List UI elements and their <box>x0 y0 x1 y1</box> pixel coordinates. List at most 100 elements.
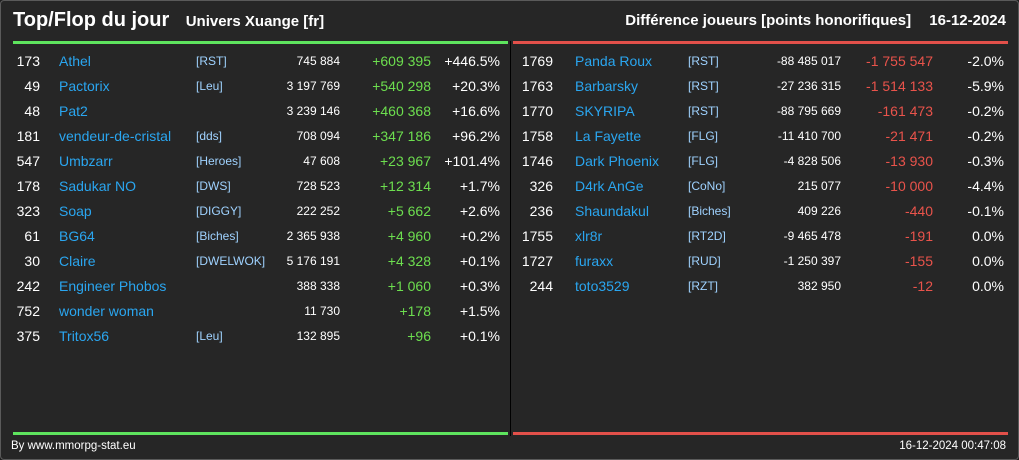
player-name-link[interactable]: vendeur-de-cristal <box>59 128 172 144</box>
player-rank: 1755 <box>521 228 553 244</box>
alliance-tag[interactable]: [RT2D] <box>688 229 726 243</box>
player-points: 222 252 <box>296 204 340 218</box>
player-rank: 181 <box>16 128 40 144</box>
player-name-link[interactable]: Tritox56 <box>59 328 110 344</box>
table-row: 30 Claire [DWELWOK] 5 176 191 +4 328 +0.1% <box>13 249 508 274</box>
player-points: 388 338 <box>296 279 340 293</box>
player-name-link[interactable]: SKYRIPA <box>575 103 635 119</box>
player-points: 3 197 769 <box>286 79 340 93</box>
alliance-tag[interactable]: [Heroes] <box>196 154 242 168</box>
flop-section-bottom-line <box>513 432 1008 435</box>
points-difference: +96 <box>407 328 431 344</box>
player-name-link[interactable]: BG64 <box>59 228 95 244</box>
alliance-tag[interactable]: [FLG] <box>688 154 719 168</box>
player-points: 728 523 <box>296 179 340 193</box>
player-name-link[interactable]: Athel <box>59 53 91 69</box>
points-difference: +23 967 <box>380 153 431 169</box>
player-name-link[interactable]: wonder woman <box>59 303 154 319</box>
player-name-link[interactable]: toto3529 <box>575 278 630 294</box>
player-rank: 30 <box>24 253 40 269</box>
player-name-link[interactable]: Shaundakul <box>575 203 649 219</box>
player-name-link[interactable]: Dark Phoenix <box>575 153 660 169</box>
alliance-tag[interactable]: [DIGGY] <box>196 204 242 218</box>
points-difference: +540 298 <box>372 78 431 94</box>
player-name-link[interactable]: Umbzarr <box>59 153 113 169</box>
table-row: 181 vendeur-de-cristal [dds] 708 094 +347 18… <box>13 124 508 149</box>
player-rank: 1770 <box>521 103 553 119</box>
alliance-tag[interactable]: [DWS] <box>196 179 231 193</box>
alliance-tag[interactable]: [RST] <box>688 79 719 93</box>
player-name-link[interactable]: furaxx <box>575 253 614 269</box>
points-difference: +609 395 <box>372 53 431 69</box>
alliance-tag[interactable]: [RZT] <box>688 279 718 293</box>
points-difference: +12 314 <box>380 178 431 194</box>
points-difference: +4 960 <box>387 228 431 244</box>
player-points: 132 895 <box>296 329 340 343</box>
player-rank: 323 <box>16 203 40 219</box>
alliance-tag[interactable]: [RST] <box>688 54 719 68</box>
table-row: 1769 Panda Roux [RST] -88 485 017 -1 755 547… <box>513 49 1008 74</box>
player-name-link[interactable]: Engineer Phobos <box>59 278 167 294</box>
percent-change: -0.3% <box>967 153 1004 169</box>
alliance-tag[interactable]: [RUD] <box>688 254 721 268</box>
percent-change: +0.3% <box>459 278 500 294</box>
player-rank: 242 <box>16 278 40 294</box>
flop-section-line <box>513 41 1008 44</box>
alliance-tag[interactable]: [RST] <box>688 104 719 118</box>
alliance-tag[interactable]: [Leu] <box>196 79 223 93</box>
percent-change: 0.0% <box>972 228 1004 244</box>
alliance-tag[interactable]: [Biches] <box>688 204 731 218</box>
column-divider <box>510 41 511 436</box>
header-right: Différence joueurs [points honorifiques]… <box>625 12 1006 29</box>
table-row: 326 D4rk AnGe [CoNo] 215 077 -10 000 -4.4% <box>513 174 1008 199</box>
alliance-tag[interactable]: [Leu] <box>196 329 223 343</box>
points-difference: -21 471 <box>885 128 933 144</box>
player-name-link[interactable]: xlr8r <box>575 228 603 244</box>
table-row: 1746 Dark Phoenix [FLG] -4 828 506 -13 930 -0… <box>513 149 1008 174</box>
table-row: 1755 xlr8r [RT2D] -9 465 478 -191 0.0% <box>513 224 1008 249</box>
alliance-tag[interactable]: [RST] <box>196 54 227 68</box>
player-name-link[interactable]: Claire <box>59 253 96 269</box>
player-name-link[interactable]: Barbarsky <box>575 78 639 94</box>
table-row: 1758 La Fayette [FLG] -11 410 700 -21 471 -0.… <box>513 124 1008 149</box>
player-points: 2 365 938 <box>286 229 340 243</box>
player-name-link[interactable]: Pactorix <box>59 78 110 94</box>
player-name-link[interactable]: D4rk AnGe <box>575 178 644 194</box>
table-row: 61 BG64 [Biches] 2 365 938 +4 960 +0.2% <box>13 224 508 249</box>
percent-change: -0.2% <box>967 103 1004 119</box>
player-name-link[interactable]: La Fayette <box>575 128 642 144</box>
points-difference: -191 <box>904 228 933 244</box>
player-points: -4 828 506 <box>783 154 841 168</box>
alliance-tag[interactable]: [Biches] <box>196 229 239 243</box>
universe-label: Univers Xuange [fr] <box>185 13 325 30</box>
player-name-link[interactable]: Pat2 <box>59 103 88 119</box>
alliance-tag[interactable]: [dds] <box>196 129 223 143</box>
points-difference: +4 328 <box>387 253 431 269</box>
alliance-tag[interactable]: [FLG] <box>688 129 719 143</box>
alliance-tag[interactable]: [DWELWOK] <box>196 254 266 268</box>
player-points: 745 884 <box>296 54 340 68</box>
player-name-link[interactable]: Sadukar NO <box>59 178 137 194</box>
player-rank: 49 <box>24 78 40 94</box>
player-name-link[interactable]: Soap <box>59 203 92 219</box>
percent-change: -4.4% <box>967 178 1004 194</box>
player-points: 409 226 <box>797 204 841 218</box>
table-row: 173 Athel [RST] 745 884 +609 395 +446.5% <box>13 49 508 74</box>
percent-change: +446.5% <box>444 53 500 69</box>
points-difference: -12 <box>912 278 933 294</box>
points-difference: +5 662 <box>387 203 431 219</box>
percent-change: +1.5% <box>459 303 500 319</box>
player-rank: 244 <box>529 278 553 294</box>
top-section-line <box>13 41 508 44</box>
points-difference: +1 060 <box>387 278 431 294</box>
top-players-table: 173 Athel [RST] 745 884 +609 395 +446.5% 49 Pac… <box>13 49 508 349</box>
percent-change: +0.1% <box>459 253 500 269</box>
player-rank: 326 <box>529 178 553 194</box>
player-name-link[interactable]: Panda Roux <box>575 53 653 69</box>
alliance-tag[interactable]: [CoNo] <box>688 179 726 193</box>
source-link[interactable]: By www.mmorpg-stat.eu <box>11 440 136 452</box>
percent-change: 0.0% <box>972 278 1004 294</box>
date-label: 16-12-2024 <box>929 12 1006 29</box>
table-row: 48 Pat2 3 239 146 +460 368 +16.6% <box>13 99 508 124</box>
percent-change: -0.2% <box>967 128 1004 144</box>
